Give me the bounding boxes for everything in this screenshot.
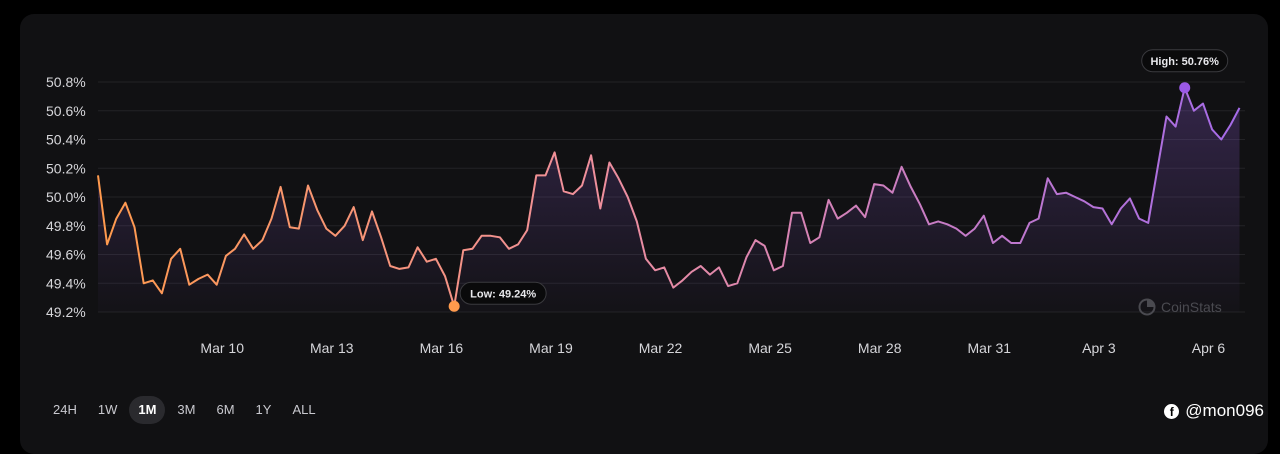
x-axis: Mar 10 Mar 13 Mar 16 Mar 19 Mar 22 Mar 25 Mar … xyxy=(200,340,1225,356)
watermark-text: CoinStats xyxy=(1161,299,1222,315)
tooltip-label: Low: 49.24% xyxy=(470,288,536,300)
tab-3m[interactable]: 3M xyxy=(177,402,196,417)
x-tick-label: Mar 22 xyxy=(639,340,683,356)
x-tick-label: Mar 31 xyxy=(968,340,1012,356)
facebook-icon: f xyxy=(1164,403,1180,419)
low-marker: Low: 49.24% xyxy=(448,281,547,312)
y-tick-label: 49.8% xyxy=(46,218,86,234)
tab-all[interactable]: ALL xyxy=(292,402,316,417)
coinstats-icon-wedge xyxy=(1147,299,1155,307)
tooltip-box xyxy=(459,281,547,305)
extreme-point xyxy=(1179,82,1191,94)
tooltip-box xyxy=(1141,49,1229,73)
x-tick-label: Mar 13 xyxy=(310,340,354,356)
y-axis: 49.2% 49.4% 49.6% 49.8% 50.0% 50.2% 50.4% 50.6%… xyxy=(46,74,86,320)
x-tick-label: Apr 6 xyxy=(1192,340,1226,356)
extreme-point xyxy=(448,300,460,312)
y-tick-label: 50.4% xyxy=(46,132,86,148)
x-tick-label: Apr 3 xyxy=(1082,340,1116,356)
y-tick-label: 49.2% xyxy=(46,304,86,320)
x-tick-label: Mar 10 xyxy=(200,340,244,356)
tab-6m[interactable]: 6M xyxy=(216,402,235,417)
y-tick-label: 49.4% xyxy=(46,275,86,291)
x-tick-label: Mar 28 xyxy=(858,340,902,356)
y-tick-label: 50.2% xyxy=(46,160,86,176)
x-tick-label: Mar 25 xyxy=(748,340,792,356)
x-tick-label: Mar 16 xyxy=(420,340,464,356)
area-fill xyxy=(98,87,1240,312)
tab-1w[interactable]: 1W xyxy=(97,402,118,417)
tab-1y[interactable]: 1Y xyxy=(255,402,272,417)
price-chart: 49.2% 49.4% 49.6% 49.8% 50.0% 50.2% 50.4% 50.6%… xyxy=(46,49,1245,356)
y-tick-label: 50.8% xyxy=(46,74,86,90)
credit-handle: @mon096 xyxy=(1185,401,1264,420)
credit: f @mon096 xyxy=(1164,401,1264,421)
tab-1m[interactable]: 1M xyxy=(129,396,166,424)
x-tick-label: Mar 19 xyxy=(529,340,573,356)
watermark: CoinStats xyxy=(1138,298,1222,316)
y-tick-label: 49.6% xyxy=(46,247,86,263)
y-tick-label: 50.0% xyxy=(46,189,86,205)
tooltip-label: High: 50.76% xyxy=(1150,56,1219,68)
high-marker: High: 50.76% xyxy=(1141,49,1229,94)
series-line xyxy=(97,86,1241,308)
y-tick-label: 50.6% xyxy=(46,103,86,119)
timeframe-tabs: 24H 1W 1M 3M 6M 1Y ALL xyxy=(44,396,328,424)
tab-24h[interactable]: 24H xyxy=(53,402,77,417)
